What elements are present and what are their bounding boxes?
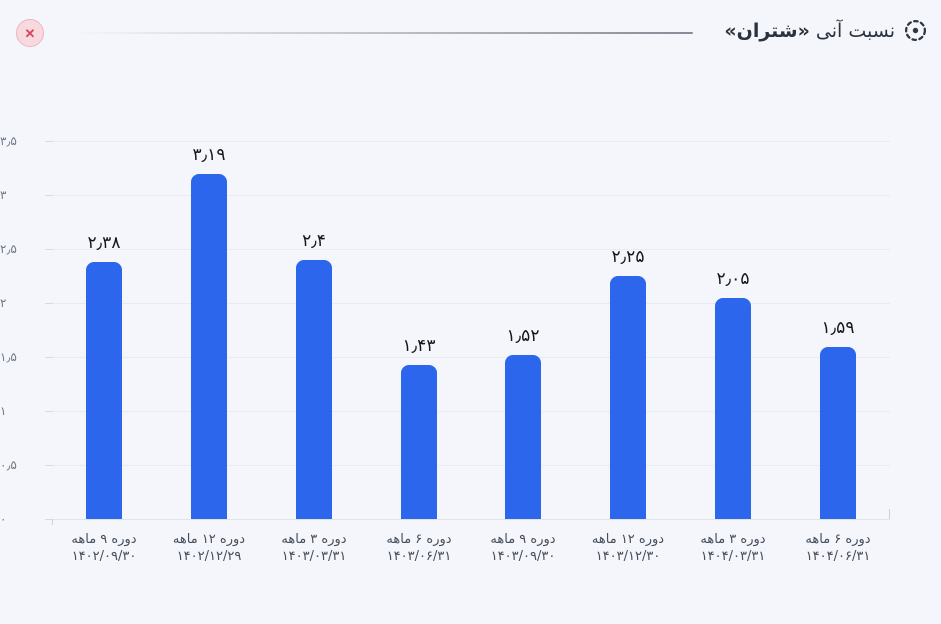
y-axis-tick bbox=[45, 357, 53, 358]
gridline bbox=[53, 357, 890, 358]
x-axis-date: ۱۴۰۳/۰۳/۳۱ bbox=[281, 549, 347, 564]
y-axis-label: ۱٫۵ bbox=[0, 350, 17, 364]
x-axis-date: ۱۴۰۳/۰۹/۳۰ bbox=[490, 549, 556, 564]
y-axis-tick bbox=[45, 411, 53, 412]
gridline bbox=[53, 195, 890, 196]
x-axis-start-tick bbox=[52, 519, 53, 525]
x-axis-period: دوره ۳ ماهه bbox=[281, 532, 347, 547]
x-axis-label: دوره ۱۲ ماهه ۱۴۰۲/۱۲/۲۹ bbox=[154, 531, 264, 565]
x-axis-date: ۱۴۰۳/۰۶/۳۱ bbox=[386, 549, 452, 564]
gridline bbox=[53, 465, 890, 466]
x-axis-end-tick bbox=[889, 509, 890, 519]
x-axis-label: دوره ۶ ماهه ۱۴۰۳/۰۶/۳۱ bbox=[364, 531, 474, 565]
bar-value-label: ۳٫۱۹ bbox=[192, 145, 226, 165]
bar-value-label: ۲٫۰۵ bbox=[716, 269, 750, 289]
bar-value-label: ۱٫۴۳ bbox=[402, 336, 436, 356]
x-axis-period: دوره ۱۲ ماهه bbox=[172, 532, 246, 547]
bar[interactable] bbox=[505, 355, 541, 519]
x-axis-label: دوره ۳ ماهه ۱۴۰۳/۰۳/۳۱ bbox=[259, 531, 369, 565]
chart-header: نسبت آنی «شتران» bbox=[724, 18, 928, 43]
bar[interactable] bbox=[610, 276, 646, 519]
bar[interactable] bbox=[191, 174, 227, 519]
x-axis-period: دوره ۳ ماهه bbox=[700, 532, 766, 547]
x-axis-period: دوره ۹ ماهه bbox=[71, 532, 137, 547]
bar[interactable] bbox=[86, 262, 122, 519]
x-axis-date: ۱۴۰۲/۰۹/۳۰ bbox=[71, 549, 137, 564]
bar-value-label: ۲٫۳۸ bbox=[87, 233, 121, 253]
bar-value-label: ۲٫۴ bbox=[302, 231, 326, 251]
close-button[interactable]: ✕ bbox=[16, 19, 44, 47]
title-symbol: «شتران» bbox=[724, 19, 810, 42]
bar-value-label: ۲٫۲۵ bbox=[611, 247, 645, 267]
x-axis-date: ۱۴۰۲/۱۲/۲۹ bbox=[176, 549, 242, 564]
y-axis-tick bbox=[45, 465, 53, 466]
y-axis-label: ۲ bbox=[0, 296, 7, 310]
x-axis-label: دوره ۹ ماهه ۱۴۰۳/۰۹/۳۰ bbox=[468, 531, 578, 565]
x-axis-label: دوره ۹ ماهه ۱۴۰۲/۰۹/۳۰ bbox=[49, 531, 159, 565]
x-axis-date: ۱۴۰۴/۰۶/۳۱ bbox=[805, 549, 871, 564]
bar[interactable] bbox=[715, 298, 751, 519]
bar[interactable] bbox=[296, 260, 332, 519]
y-axis-tick bbox=[45, 195, 53, 196]
x-axis-period: دوره ۱۲ ماهه bbox=[591, 532, 665, 547]
bar[interactable] bbox=[820, 347, 856, 519]
bar[interactable] bbox=[401, 365, 437, 519]
x-axis-period: دوره ۶ ماهه bbox=[805, 532, 871, 547]
gridline bbox=[53, 519, 890, 520]
y-axis-label: ۱ bbox=[0, 404, 7, 418]
close-icon: ✕ bbox=[24, 25, 36, 41]
gridline bbox=[53, 249, 890, 250]
x-axis-label: دوره ۶ ماهه ۱۴۰۴/۰۶/۳۱ bbox=[783, 531, 893, 565]
gridline bbox=[53, 303, 890, 304]
y-axis-label: ۳٫۵ bbox=[0, 134, 17, 148]
y-axis-label: ۰ bbox=[0, 512, 7, 526]
page-title: نسبت آنی «شتران» bbox=[724, 20, 895, 42]
bar-value-label: ۱٫۵۹ bbox=[821, 318, 855, 338]
y-axis-tick bbox=[45, 141, 53, 142]
x-axis-period: دوره ۹ ماهه bbox=[490, 532, 556, 547]
y-axis-tick bbox=[45, 249, 53, 250]
bar-value-label: ۱٫۵۲ bbox=[506, 326, 540, 346]
x-axis-date: ۱۴۰۴/۰۳/۳۱ bbox=[700, 549, 766, 564]
y-axis-label: ۳ bbox=[0, 188, 7, 202]
gridline bbox=[53, 411, 890, 412]
y-axis-label: ۰٫۵ bbox=[0, 458, 17, 472]
focus-target-icon bbox=[903, 18, 928, 43]
y-axis-tick bbox=[45, 303, 53, 304]
gridline bbox=[53, 141, 890, 142]
x-axis-label: دوره ۳ ماهه ۱۴۰۴/۰۳/۳۱ bbox=[678, 531, 788, 565]
x-axis-label: دوره ۱۲ ماهه ۱۴۰۳/۱۲/۳۰ bbox=[573, 531, 683, 565]
y-axis-label: ۲٫۵ bbox=[0, 242, 17, 256]
x-axis-period: دوره ۶ ماهه bbox=[386, 532, 452, 547]
y-axis-tick bbox=[45, 519, 53, 520]
title-prefix: نسبت آنی bbox=[815, 19, 895, 42]
x-axis-date: ۱۴۰۳/۱۲/۳۰ bbox=[595, 549, 661, 564]
header-divider-line bbox=[70, 32, 693, 34]
